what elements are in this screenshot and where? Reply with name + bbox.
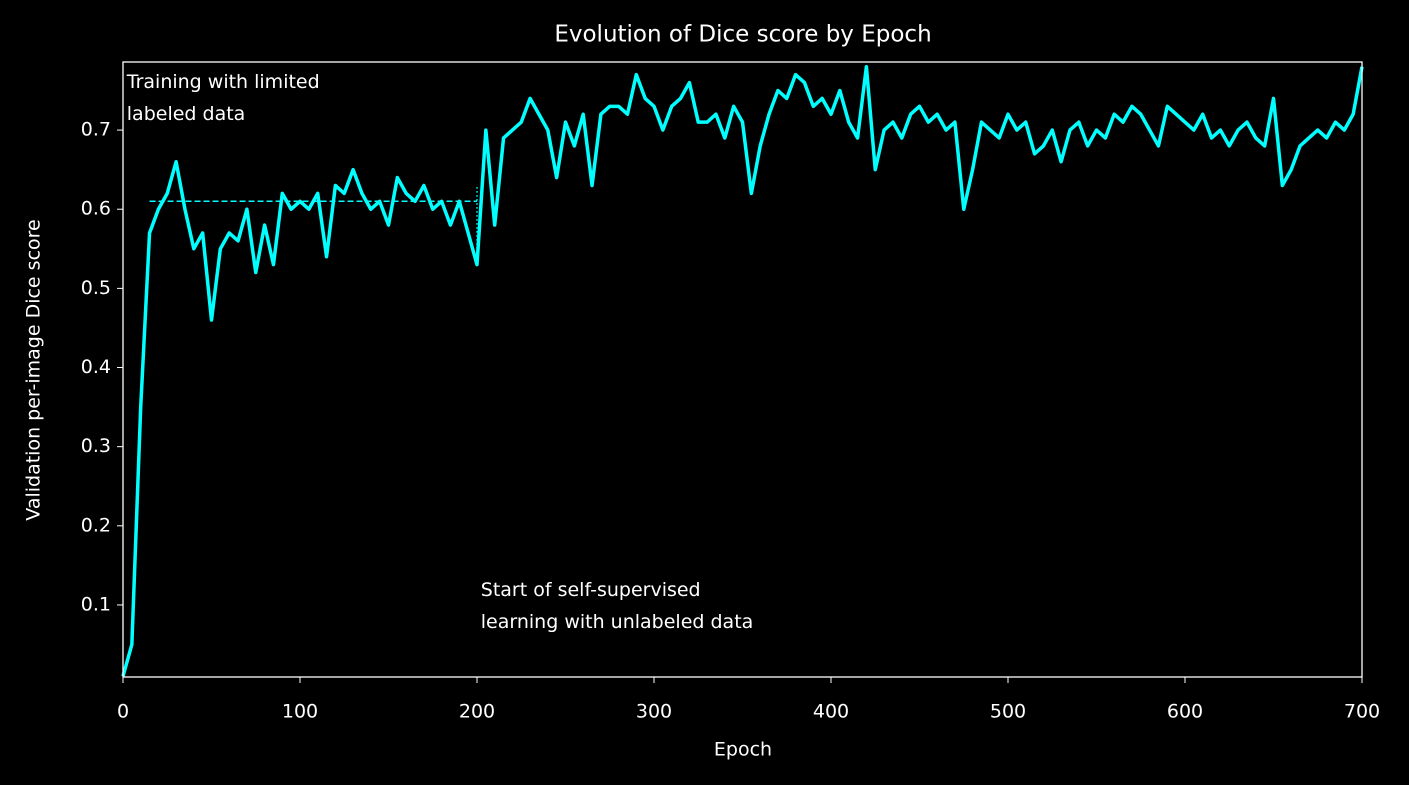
x-tick-label: 700: [1344, 701, 1380, 723]
x-tick-label: 400: [813, 701, 849, 723]
x-tick-label: 0: [117, 701, 129, 723]
annotation: labeled data: [127, 103, 246, 125]
y-tick-label: 0.5: [81, 277, 111, 299]
y-axis-label: Validation per-image Dice score: [23, 219, 45, 520]
annotation: learning with unlabeled data: [481, 611, 754, 633]
x-tick-label: 500: [990, 701, 1026, 723]
y-tick-label: 0.1: [81, 593, 111, 615]
y-tick-label: 0.4: [81, 356, 111, 378]
annotation: Training with limited: [126, 71, 320, 93]
y-tick-label: 0.2: [81, 514, 111, 536]
x-axis-label: Epoch: [714, 739, 772, 761]
y-tick-label: 0.6: [81, 198, 111, 220]
chart-title: Evolution of Dice score by Epoch: [554, 22, 931, 48]
y-tick-label: 0.7: [81, 119, 111, 141]
annotation: Start of self-supervised: [481, 579, 701, 601]
y-tick-label: 0.3: [81, 435, 111, 457]
x-tick-label: 100: [282, 701, 318, 723]
x-tick-label: 200: [459, 701, 495, 723]
x-tick-label: 600: [1167, 701, 1203, 723]
data-line: [121, 64, 1364, 677]
plot-frame: [122, 61, 1363, 678]
x-tick-label: 300: [636, 701, 672, 723]
